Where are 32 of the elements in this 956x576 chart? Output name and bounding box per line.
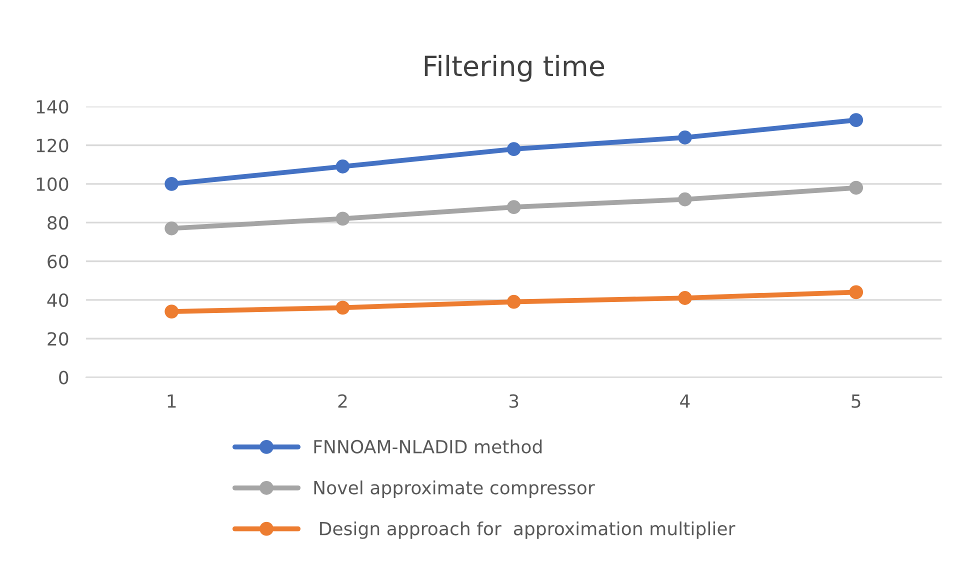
- x-tick-label: 4: [680, 394, 690, 408]
- point: [336, 212, 350, 226]
- y-tick-label: 120: [36, 138, 68, 152]
- point: [678, 192, 692, 206]
- legend-label: Novel approximate compressor: [314, 480, 595, 498]
- point: [336, 160, 350, 174]
- y-tick-label: 20: [48, 332, 68, 346]
- y-tick-label: 60: [48, 254, 68, 268]
- x-tick-label: 1: [168, 394, 176, 408]
- point: [506, 142, 521, 156]
- point: [849, 285, 864, 300]
- chart-title: Filtering time: [424, 54, 604, 82]
- point: [164, 221, 179, 236]
- legend-label: Design approach for approximation multiplier: [320, 521, 736, 539]
- y-tick-label: 80: [48, 216, 68, 230]
- x-tick-label: 3: [509, 394, 518, 408]
- point: [678, 130, 692, 144]
- y-tick-label: 0: [59, 370, 68, 384]
- point: [678, 291, 692, 305]
- y-tick-label: 100: [36, 177, 68, 192]
- x-tick-label: 5: [852, 394, 860, 408]
- point: [849, 113, 864, 128]
- y-tick-label: 40: [47, 293, 68, 308]
- point: [164, 304, 179, 318]
- point: [506, 294, 521, 309]
- legend-label: FNNOAM-NLADID method: [314, 440, 542, 454]
- point: [849, 180, 864, 195]
- point: [336, 300, 350, 315]
- x-tick-label: 2: [338, 394, 347, 408]
- point: [506, 200, 521, 214]
- point: [164, 176, 179, 191]
- y-tick-label: 140: [36, 100, 68, 114]
